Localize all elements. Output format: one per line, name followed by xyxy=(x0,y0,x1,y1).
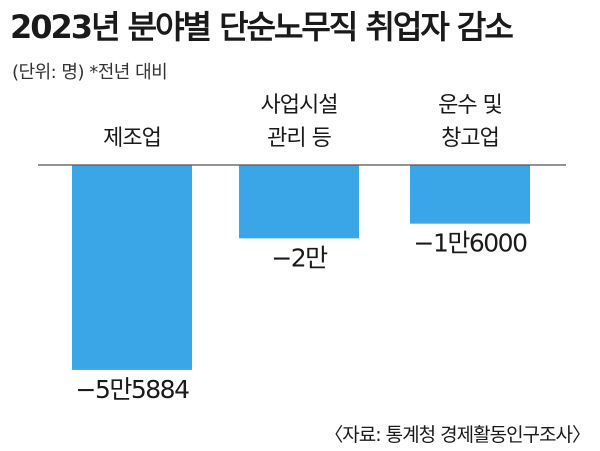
value-label-1: −5만5884 xyxy=(76,375,190,404)
category-label-3-line-1: 운수 및 xyxy=(438,93,502,118)
category-label-2-line-2: 관리 등 xyxy=(267,126,331,151)
category-label-2-line-1: 사업시설 xyxy=(261,93,338,118)
category-label-3-line-2: 창고업 xyxy=(441,126,499,151)
bar-3 xyxy=(410,165,530,224)
category-label-1: 제조업 xyxy=(103,126,161,151)
value-label-3: −1만6000 xyxy=(414,229,528,258)
value-label-2: −2만 xyxy=(271,243,328,272)
chart-subtitle: (단위: 명) *전년 대비 xyxy=(12,62,168,83)
bar-2 xyxy=(239,165,359,239)
chart-title: 2023년 분야별 단순노무직 취업자 감소 xyxy=(10,8,514,46)
source-note: 〈자료: 통계청 경제활동인구조사〉 xyxy=(324,424,591,446)
bar-1 xyxy=(72,165,192,370)
